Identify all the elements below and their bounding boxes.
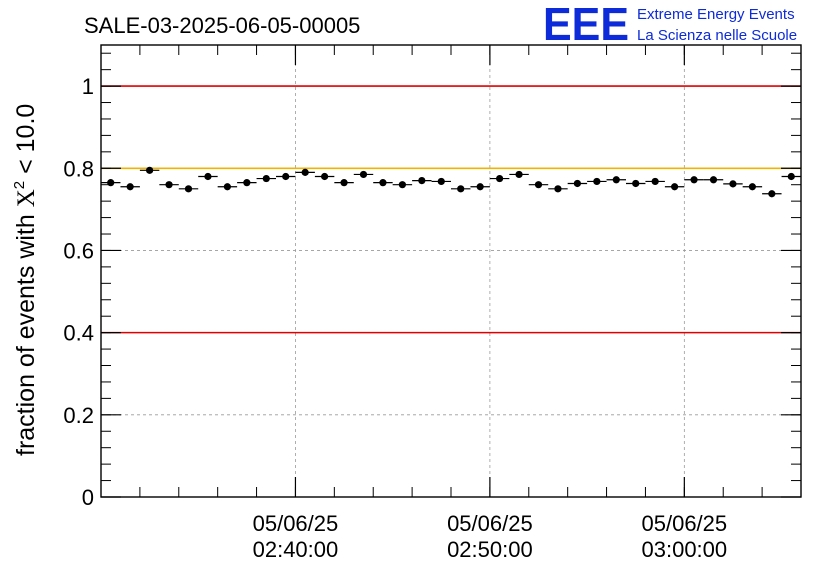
point-marker: [204, 172, 212, 181]
y-tick-label: 1: [82, 74, 94, 99]
point-marker: [729, 180, 737, 188]
chart-title: SALE-03-2025-06-05-00005: [84, 13, 360, 38]
data-point: [276, 172, 296, 181]
tick-labels: 00.20.40.60.8105/06/2502:40:0005/06/2502…: [63, 74, 727, 562]
data-point: [723, 180, 743, 188]
point-marker: [748, 183, 756, 191]
point-marker: [398, 181, 406, 189]
data-point: [256, 174, 276, 183]
data-point: [237, 179, 257, 187]
x-tick-time-label: 02:40:00: [253, 537, 339, 562]
data-point: [781, 172, 801, 181]
point-marker: [554, 185, 562, 193]
data-point: [645, 177, 665, 186]
point-marker: [243, 179, 251, 187]
data-point: [159, 181, 179, 189]
data-point: [606, 176, 626, 184]
data-point: [626, 179, 646, 188]
logo-line2: La Scienza nelle Scuole: [637, 27, 797, 44]
data-point: [567, 179, 588, 188]
point-marker: [321, 172, 329, 181]
point-marker: [301, 168, 309, 176]
data-points: [101, 166, 801, 198]
point-marker: [709, 176, 718, 184]
point-marker: [651, 177, 659, 186]
point-marker: [146, 166, 154, 174]
data-point: [762, 190, 782, 198]
plot-frame: [100, 44, 802, 498]
x-tick-time-label: 02:50:00: [447, 537, 533, 562]
eee-logo: EEE Extreme Energy Events La Scienza nel…: [543, 0, 797, 50]
point-marker: [671, 183, 679, 191]
point-marker: [418, 177, 426, 185]
y-tick-label: 0: [82, 485, 94, 510]
data-point: [198, 172, 218, 181]
point-marker: [282, 172, 290, 181]
point-marker: [379, 179, 387, 187]
y-tick-label: 0.8: [63, 156, 94, 181]
y-tick-label: 0.4: [63, 321, 94, 346]
data-point: [314, 172, 335, 181]
grid-layer: [101, 45, 801, 497]
point-marker: [340, 179, 348, 187]
y-axis-label: fraction of events with X2 < 10.0: [11, 104, 40, 456]
point-marker: [126, 183, 134, 191]
x-tick-time-label: 03:00:00: [642, 537, 728, 562]
point-marker: [515, 170, 523, 179]
point-marker: [223, 183, 231, 191]
point-marker: [476, 183, 484, 191]
data-point: [412, 177, 432, 185]
data-point: [353, 170, 374, 179]
data-point: [334, 179, 354, 187]
logo-line1: Extreme Energy Events: [637, 6, 795, 23]
point-marker: [359, 170, 368, 179]
point-marker: [457, 185, 465, 193]
reference-lines: [101, 85, 801, 334]
data-point: [373, 179, 393, 187]
point-marker: [573, 179, 581, 188]
x-tick-date-label: 05/06/25: [447, 511, 533, 536]
point-marker: [184, 185, 193, 193]
data-point: [217, 183, 238, 191]
point-marker: [437, 177, 445, 186]
point-marker: [632, 179, 640, 188]
x-tick-date-label: 05/06/25: [253, 511, 339, 536]
data-point: [548, 185, 568, 193]
data-point: [470, 183, 490, 191]
point-marker: [768, 190, 776, 198]
axis-ticks: [100, 45, 802, 498]
data-point: [392, 181, 413, 189]
x-tick-date-label: 05/06/25: [642, 511, 728, 536]
y-tick-label: 0.6: [63, 238, 94, 263]
data-point: [489, 174, 510, 183]
y-tick-label: 0.2: [63, 403, 94, 428]
data-point: [120, 183, 140, 191]
data-point: [178, 185, 199, 193]
point-marker: [690, 176, 698, 184]
point-marker: [612, 176, 620, 184]
data-point: [451, 185, 471, 193]
point-marker: [165, 181, 173, 189]
data-point: [139, 166, 160, 174]
data-point: [664, 183, 685, 191]
point-marker: [496, 174, 504, 183]
data-point: [703, 176, 724, 184]
data-point: [742, 183, 763, 191]
data-point: [431, 177, 451, 186]
data-point: [528, 181, 549, 189]
data-point: [509, 170, 529, 179]
data-point: [684, 176, 704, 184]
point-marker: [262, 174, 270, 183]
point-marker: [593, 177, 601, 186]
point-marker: [787, 172, 795, 181]
point-marker: [534, 181, 543, 189]
data-point: [587, 177, 607, 186]
data-point: [295, 168, 315, 176]
logo-mark: EEE: [543, 0, 629, 50]
